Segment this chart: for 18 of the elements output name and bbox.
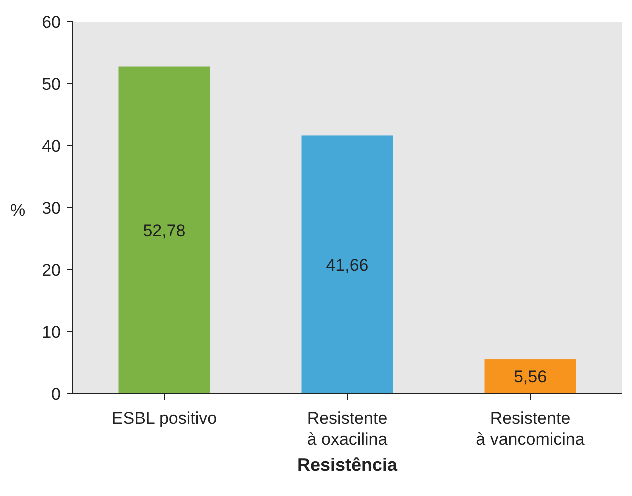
x-tick-label: Resistente à oxacilina: [307, 409, 388, 449]
x-tick-label: ESBL positivo: [112, 409, 218, 428]
y-tick-label: 60: [42, 12, 61, 32]
bar: [302, 136, 394, 394]
y-tick-label: 30: [42, 198, 61, 218]
data-label: 5,56: [514, 368, 548, 387]
y-tick-label: 40: [42, 136, 61, 156]
y-tick-label: 20: [42, 260, 61, 280]
x-axis-title: Resistência: [297, 455, 399, 475]
y-tick-label: 50: [42, 74, 61, 94]
data-label: 41,66: [326, 256, 369, 275]
y-axis-title: %: [10, 201, 26, 220]
bar: [118, 66, 210, 394]
bar: [484, 360, 576, 394]
y-tick-label: 10: [42, 322, 61, 342]
x-tick-label: Resistente à vancomicina: [476, 409, 586, 449]
data-label: 52,78: [143, 221, 186, 240]
y-tick-label: 0: [52, 384, 61, 404]
